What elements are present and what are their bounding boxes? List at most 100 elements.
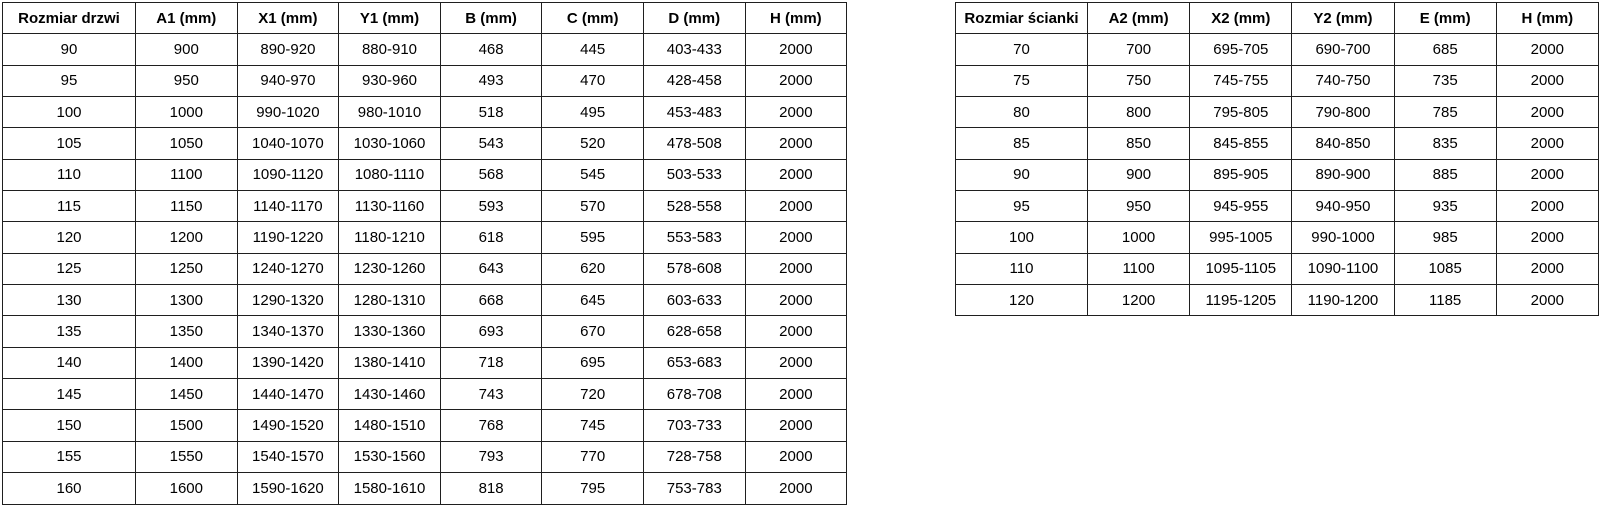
- table-cell: 1380-1410: [338, 346, 441, 380]
- table-cell: 703-733: [642, 409, 746, 442]
- table-cell: 2000: [744, 33, 848, 66]
- table-cell: 1000: [1086, 221, 1191, 254]
- table-cell: 990-1000: [1291, 221, 1395, 254]
- table-cell: 110: [955, 252, 1088, 286]
- table-cell: 1240-1270: [236, 252, 340, 286]
- table-cell: 835: [1393, 127, 1497, 160]
- table-cell: 80: [955, 96, 1088, 129]
- table-cell: 628-658: [642, 315, 746, 348]
- table-cell: 1300: [135, 284, 238, 317]
- table-cell: 840-850: [1291, 127, 1395, 160]
- table-cell: 1140-1170: [236, 190, 340, 223]
- table-cell: 700: [1086, 33, 1191, 66]
- table-cell: 793: [439, 440, 543, 474]
- table-cell: 620: [541, 252, 644, 286]
- table-cell: 1095-1105: [1189, 252, 1293, 286]
- column-header: X1 (mm): [236, 1, 340, 35]
- table-cell: 643: [439, 252, 543, 286]
- table-cell: 120: [955, 284, 1088, 317]
- table-cell: 653-683: [642, 346, 746, 380]
- table-cell: 745-755: [1189, 64, 1293, 98]
- table-cell: 1500: [135, 409, 238, 442]
- table-cell: 145: [2, 378, 136, 411]
- column-header: A2 (mm): [1086, 1, 1191, 35]
- table-cell: 1090-1100: [1291, 252, 1395, 286]
- table-cell: 520: [541, 127, 644, 160]
- table-cell: 845-855: [1189, 127, 1293, 160]
- table-row: 90 900 890-920 880-910 468 445 403-433 2000: [2, 33, 848, 66]
- table-row: 95 950 940-970 930-960 493 470 428-458 2000: [2, 64, 848, 98]
- table-cell: 1600: [135, 472, 238, 505]
- table-cell: 140: [2, 346, 136, 380]
- table-cell: 545: [541, 158, 644, 192]
- table-cell: 2000: [1495, 33, 1599, 66]
- table-cell: 2000: [744, 252, 848, 286]
- table-cell: 578-608: [642, 252, 746, 286]
- table-cell: 795-805: [1189, 96, 1293, 129]
- header-row: Rozmiar ścianki A2 (mm) X2 (mm) Y2 (mm) E (m…: [955, 1, 1599, 35]
- table-cell: 695: [541, 346, 644, 380]
- table-cell: 693: [439, 315, 543, 348]
- table-cell: 1200: [135, 221, 238, 254]
- table-cell: 1580-1610: [338, 472, 441, 505]
- table-cell: 1100: [1086, 252, 1191, 286]
- table-cell: 1480-1510: [338, 409, 441, 442]
- table-row: 90 900 895-905 890-900 885 2000: [955, 158, 1599, 192]
- table-cell: 95: [2, 64, 136, 98]
- table-cell: 895-905: [1189, 158, 1293, 192]
- table-row: 155 1550 1540-1570 1530-1560 793 770 728-758 20…: [2, 440, 848, 474]
- header-row: Rozmiar drzwi A1 (mm) X1 (mm) Y1 (mm) B (mm)…: [2, 1, 848, 35]
- table-cell: 2000: [744, 158, 848, 192]
- table-cell: 453-483: [642, 96, 746, 129]
- table-row: 120 1200 1195-1205 1190-1200 1185 2000: [955, 284, 1599, 317]
- door-size-table: Rozmiar drzwi A1 (mm) X1 (mm) Y1 (mm) B (mm)…: [2, 1, 848, 505]
- table-row: 140 1400 1390-1420 1380-1410 718 695 653-683 20…: [2, 346, 848, 380]
- table-cell: 100: [2, 96, 136, 129]
- table-cell: 150: [2, 409, 136, 442]
- table-cell: 940-970: [236, 64, 340, 98]
- table-cell: 2000: [1495, 158, 1599, 192]
- column-header: D (mm): [642, 1, 746, 35]
- table-cell: 818: [439, 472, 543, 505]
- table-cell: 155: [2, 440, 136, 474]
- table-cell: 105: [2, 127, 136, 160]
- table-cell: 2000: [744, 96, 848, 129]
- table-row: 145 1450 1440-1470 1430-1460 743 720 678-708 20…: [2, 378, 848, 411]
- table-row: 110 1100 1090-1120 1080-1110 568 545 503-533 20…: [2, 158, 848, 192]
- table-row: 100 1000 995-1005 990-1000 985 2000: [955, 221, 1599, 254]
- table-cell: 935: [1393, 190, 1497, 223]
- table-cell: 2000: [1495, 190, 1599, 223]
- table-cell: 743: [439, 378, 543, 411]
- table-cell: 990-1020: [236, 96, 340, 129]
- table-cell: 678-708: [642, 378, 746, 411]
- table-cell: 850: [1086, 127, 1191, 160]
- table-cell: 428-458: [642, 64, 746, 98]
- table-cell: 1190-1220: [236, 221, 340, 254]
- table-cell: 1195-1205: [1189, 284, 1293, 317]
- table-cell: 2000: [1495, 252, 1599, 286]
- table-row: 105 1050 1040-1070 1030-1060 543 520 478-508 20…: [2, 127, 848, 160]
- table-cell: 135: [2, 315, 136, 348]
- table-cell: 768: [439, 409, 543, 442]
- table-cell: 735: [1393, 64, 1497, 98]
- table-row: 120 1200 1190-1220 1180-1210 618 595 553-583 20…: [2, 221, 848, 254]
- table-cell: 1350: [135, 315, 238, 348]
- door-table-header-row: Rozmiar drzwi A1 (mm) X1 (mm) Y1 (mm) B (mm)…: [2, 1, 848, 35]
- table-cell: 1430-1460: [338, 378, 441, 411]
- table-cell: 1000: [135, 96, 238, 129]
- table-cell: 720: [541, 378, 644, 411]
- table-cell: 930-960: [338, 64, 441, 98]
- table-cell: 900: [1086, 158, 1191, 192]
- table-cell: 2000: [744, 409, 848, 442]
- column-header: X2 (mm): [1189, 1, 1293, 35]
- table-cell: 2000: [744, 221, 848, 254]
- table-cell: 568: [439, 158, 543, 192]
- table-cell: 95: [955, 190, 1088, 223]
- table-cell: 790-800: [1291, 96, 1395, 129]
- column-header: E (mm): [1393, 1, 1497, 35]
- table-cell: 1100: [135, 158, 238, 192]
- table-cell: 728-758: [642, 440, 746, 474]
- column-header: H (mm): [744, 1, 848, 35]
- table-cell: 2000: [1495, 96, 1599, 129]
